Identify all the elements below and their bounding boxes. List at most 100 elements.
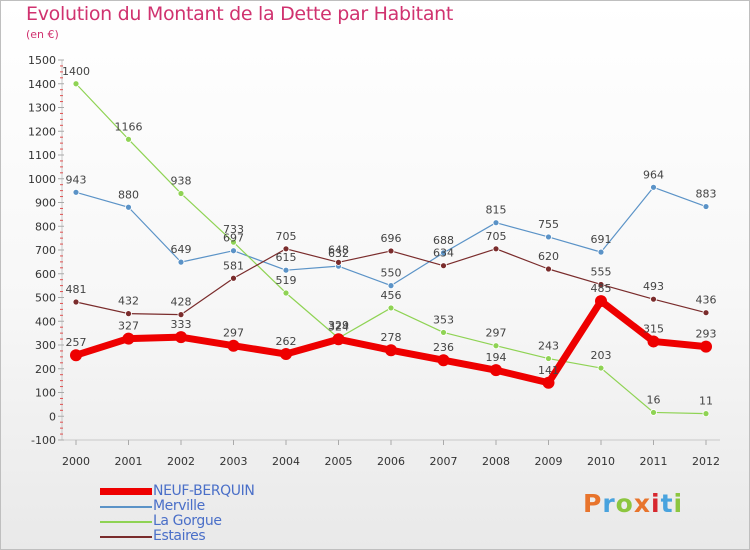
data-point bbox=[387, 282, 395, 290]
data-point bbox=[702, 410, 710, 418]
data-label: 353 bbox=[433, 313, 454, 326]
data-point bbox=[332, 333, 345, 346]
data-point bbox=[595, 295, 607, 308]
data-label: 555 bbox=[591, 265, 612, 278]
y-tick-label: 1400 bbox=[28, 78, 56, 91]
x-tick-label: 2004 bbox=[272, 455, 300, 468]
data-point bbox=[597, 281, 605, 288]
data-label: 278 bbox=[381, 331, 402, 344]
data-label: 649 bbox=[171, 243, 192, 256]
data-point bbox=[70, 349, 82, 362]
data-point bbox=[492, 219, 500, 227]
data-label: 493 bbox=[643, 280, 664, 293]
logo-letter: x bbox=[633, 489, 651, 518]
data-point bbox=[280, 348, 292, 361]
data-label: 257 bbox=[66, 336, 87, 349]
data-label: 705 bbox=[276, 230, 297, 243]
x-tick-label: 2000 bbox=[62, 455, 90, 468]
data-point bbox=[125, 203, 132, 211]
x-tick-label: 2011 bbox=[640, 455, 668, 468]
logo-letter: i bbox=[673, 489, 684, 518]
data-label: 16 bbox=[647, 393, 661, 406]
data-point bbox=[440, 329, 447, 336]
data-point bbox=[227, 339, 240, 352]
x-tick-label: 2003 bbox=[220, 455, 248, 468]
data-label: 943 bbox=[66, 173, 87, 186]
data-label: 485 bbox=[591, 282, 612, 295]
data-point bbox=[122, 332, 135, 345]
logo-letter: o bbox=[615, 489, 634, 518]
proxiti-logo: Proxiti bbox=[583, 489, 683, 518]
x-tick-label: 2007 bbox=[430, 455, 458, 468]
legend-label: Estaires bbox=[153, 528, 206, 544]
data-label: 327 bbox=[118, 320, 139, 333]
y-tick-label: 1500 bbox=[28, 54, 56, 67]
data-point bbox=[125, 310, 132, 318]
data-point bbox=[702, 309, 710, 317]
data-point bbox=[492, 342, 500, 350]
legend-label: NEUF-BERQUIN bbox=[153, 483, 255, 499]
data-label: 688 bbox=[433, 234, 454, 247]
data-label: 194 bbox=[486, 351, 507, 364]
data-point bbox=[385, 344, 397, 357]
data-point bbox=[387, 304, 395, 312]
data-point bbox=[387, 247, 395, 255]
data-label: 1166 bbox=[115, 120, 143, 133]
data-label: 297 bbox=[486, 327, 507, 340]
data-label: 755 bbox=[538, 218, 559, 231]
legend-swatch bbox=[100, 536, 152, 538]
data-point bbox=[177, 311, 185, 319]
y-tick-label: 300 bbox=[35, 339, 56, 352]
data-point bbox=[440, 262, 447, 270]
data-point bbox=[282, 245, 290, 253]
data-label: 696 bbox=[381, 232, 402, 245]
data-point bbox=[72, 298, 80, 306]
x-tick-label: 2012 bbox=[692, 455, 720, 468]
data-point bbox=[282, 266, 290, 274]
data-label: 519 bbox=[276, 274, 297, 287]
data-label: 938 bbox=[171, 174, 192, 187]
data-label: 581 bbox=[223, 259, 244, 272]
data-label: 620 bbox=[538, 250, 559, 263]
data-point bbox=[490, 364, 502, 377]
data-label: 324 bbox=[328, 320, 349, 333]
data-label: 964 bbox=[643, 168, 664, 181]
data-point bbox=[597, 248, 605, 256]
data-point bbox=[440, 249, 447, 257]
data-label: 293 bbox=[696, 328, 717, 341]
y-tick-label: 800 bbox=[35, 220, 56, 233]
data-label: 733 bbox=[223, 223, 244, 236]
logo-letter: i bbox=[651, 489, 661, 518]
logo-letter: P bbox=[583, 489, 603, 518]
data-point bbox=[175, 331, 187, 344]
data-point bbox=[177, 190, 185, 197]
chart-subtitle: (en €) bbox=[26, 28, 59, 41]
data-point bbox=[650, 295, 657, 303]
data-label: 691 bbox=[591, 233, 612, 246]
x-tick-label: 2005 bbox=[325, 455, 353, 468]
x-tick-label: 2009 bbox=[535, 455, 563, 468]
data-label: 481 bbox=[66, 283, 87, 296]
data-point bbox=[542, 376, 555, 389]
x-tick-label: 2010 bbox=[587, 455, 615, 468]
data-label: 315 bbox=[643, 322, 664, 335]
y-tick-label: 1200 bbox=[28, 125, 56, 138]
data-label: 1400 bbox=[62, 65, 90, 78]
data-label: 883 bbox=[696, 188, 717, 201]
y-tick-label: 0 bbox=[49, 410, 56, 423]
legend-swatch bbox=[100, 488, 152, 495]
data-label: 243 bbox=[538, 340, 559, 353]
data-point bbox=[702, 203, 710, 210]
data-label: 141 bbox=[538, 364, 559, 377]
data-point bbox=[650, 409, 657, 416]
legend-label: La Gorgue bbox=[153, 513, 222, 529]
data-label: 329 bbox=[328, 319, 349, 332]
data-point bbox=[647, 335, 660, 348]
data-point bbox=[545, 265, 552, 273]
data-label: 634 bbox=[433, 247, 454, 260]
data-label: 262 bbox=[276, 335, 297, 348]
y-tick-label: 200 bbox=[35, 363, 56, 376]
data-label: 705 bbox=[486, 230, 507, 243]
data-point bbox=[230, 247, 237, 255]
